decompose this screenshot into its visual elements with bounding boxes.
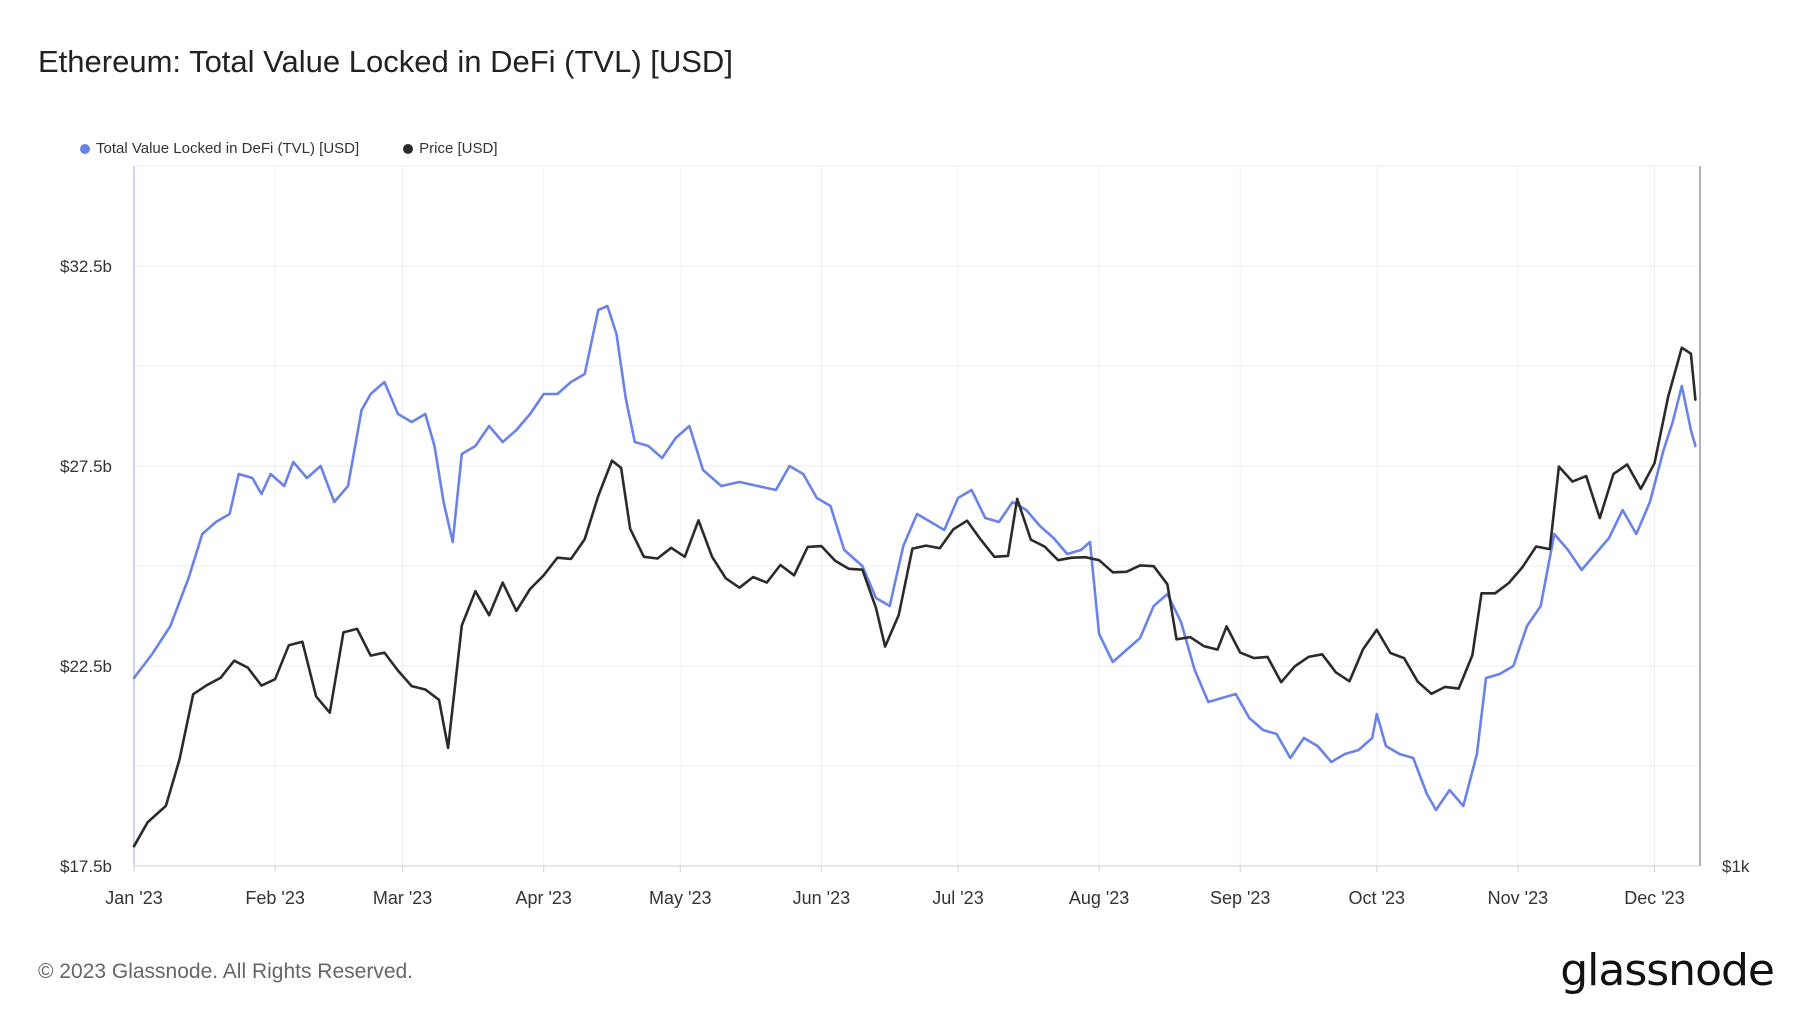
x-tick-label: Dec '23: [1624, 888, 1684, 908]
plot-frame: [133, 165, 1701, 867]
chart-title: Ethereum: Total Value Locked in DeFi (TV…: [38, 44, 733, 79]
legend-dot-tvl: [80, 143, 90, 154]
y-tick-label: $27.5b: [60, 457, 112, 476]
x-tick-label: May '23: [649, 888, 711, 908]
legend-item-price[interactable]: Price [USD]: [403, 140, 498, 157]
y-tick-label: $17.5b: [60, 857, 112, 876]
x-tick-label: Feb '23: [245, 888, 304, 908]
x-axis: Jan '23 Feb '23 Mar '23 Apr '23 May '23 Jun '…: [105, 866, 1685, 908]
series-line-price: [132, 346, 1697, 848]
x-tick-label: Apr '23: [515, 888, 571, 908]
x-tick-label: Jul '23: [932, 888, 983, 908]
x-tick-label: Oct '23: [1349, 888, 1405, 908]
legend-label-price: Price [USD]: [419, 140, 498, 157]
y-right-tick-label: $1k: [1722, 857, 1750, 876]
legend: Total Value Locked in DeFi (TVL) [USD] P…: [80, 140, 498, 157]
legend-label-tvl: Total Value Locked in DeFi (TVL) [USD]: [96, 140, 360, 157]
copyright-text: © 2023 Glassnode. All Rights Reserved.: [38, 960, 414, 983]
x-tick-label: Nov '23: [1488, 888, 1548, 908]
series-group: [132, 304, 1697, 848]
series-line-tvl: [132, 304, 1697, 812]
glassnode-logo[interactable]: glassnode: [1560, 945, 1775, 996]
legend-dot-price: [403, 143, 414, 154]
x-tick-label: Sep '23: [1210, 888, 1271, 908]
y-tick-label: $32.5b: [60, 257, 112, 276]
y-tick-label: $22.5b: [60, 657, 112, 676]
x-tick-label: Jan '23: [105, 888, 162, 908]
x-tick-label: Aug '23: [1069, 888, 1130, 908]
x-tick-label: Jun '23: [793, 888, 850, 908]
x-tick-label: Mar '23: [373, 888, 432, 908]
y-axis-right: $1k: [1722, 857, 1750, 876]
legend-item-tvl[interactable]: Total Value Locked in DeFi (TVL) [USD]: [80, 140, 359, 157]
y-axis-left: $32.5b $27.5b $22.5b $17.5b: [60, 257, 112, 876]
